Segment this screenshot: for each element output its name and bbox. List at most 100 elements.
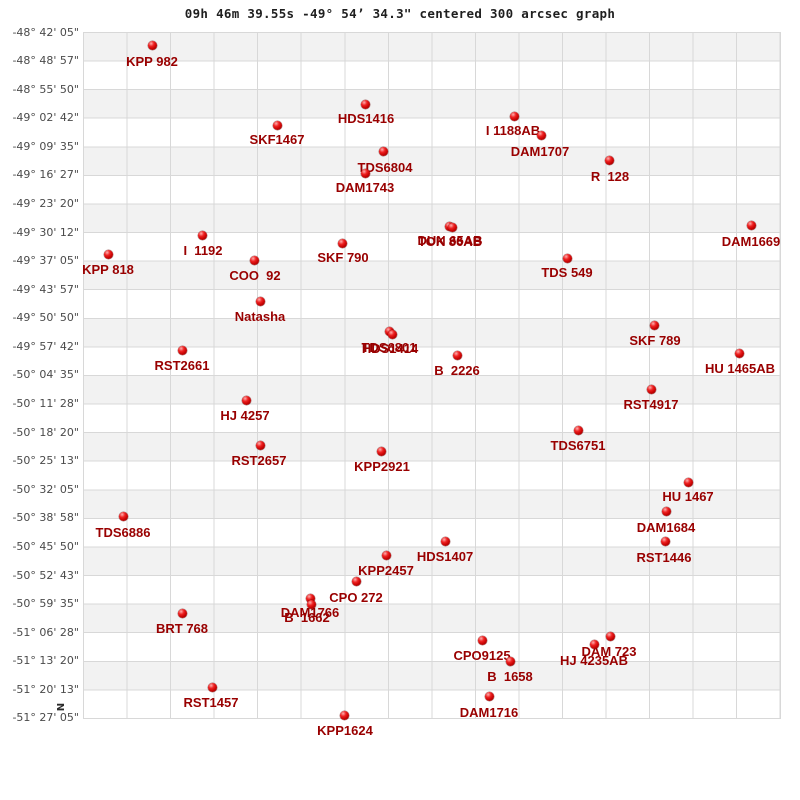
star-dot-cpo-272	[351, 576, 361, 586]
dec-tick-label: -50° 52' 43"	[12, 568, 79, 582]
star-dot-natasha	[255, 296, 265, 306]
star-dot-hds1414	[387, 329, 397, 339]
star-label: DAM 723	[581, 644, 637, 659]
dec-tick-label: -50° 32' 05"	[12, 482, 79, 496]
star-dot-r-128	[604, 155, 614, 165]
dec-tick-label: -48° 48' 57"	[12, 54, 79, 68]
star-dot-hds1407	[440, 536, 450, 546]
star-dot-tds6804	[378, 146, 388, 156]
star-label: KPP2457	[358, 563, 414, 578]
star-dot-dam1669	[746, 220, 756, 230]
dec-tick-label: -50° 59' 35"	[12, 597, 79, 611]
star-label: KPP2921	[354, 459, 410, 474]
star-dot-kpp1624	[339, 710, 349, 720]
star-label: SKF1467	[249, 132, 305, 147]
star-label: RST2661	[154, 358, 210, 373]
star-dot-tds-549	[562, 253, 572, 263]
dec-tick-label: -50° 25' 13"	[12, 454, 79, 468]
dec-tick-label: -49° 57' 42"	[12, 339, 79, 353]
star-label: RST1457	[183, 695, 239, 710]
star-dot-coo-92	[249, 255, 259, 265]
star-dot-tok-86ab	[447, 222, 457, 232]
chart-title: 09h 46m 39.55s -49° 54’ 34.3" centered 3…	[184, 6, 616, 21]
star-dot-dam1766	[305, 593, 315, 603]
star-dot-dam-723	[605, 631, 615, 641]
star-label: TDS 549	[541, 265, 593, 280]
star-dot-rst4917	[646, 384, 656, 394]
star-dot-kpp-982	[147, 40, 157, 50]
star-dot-skf-789	[649, 320, 659, 330]
star-label: CPO 272	[329, 590, 383, 605]
star-label: DAM1716	[459, 705, 519, 720]
star-label: KPP1624	[317, 723, 373, 738]
dec-tick-label: -49° 23' 20"	[12, 196, 79, 210]
star-label: DAM1684	[636, 520, 696, 535]
star-label: HDS1414	[361, 341, 419, 356]
star-label: HDS1416	[337, 111, 395, 126]
star-dot-cpo9125	[477, 635, 487, 645]
star-label: TDS6804	[357, 160, 413, 175]
star-label: HU 1465AB	[704, 361, 776, 376]
star-label: DAM1669	[721, 234, 781, 249]
star-label: RST2657	[231, 453, 287, 468]
star-label: KPP 818	[82, 262, 134, 277]
dec-tick-label: -49° 43' 57"	[12, 282, 79, 296]
star-dot-tds6886	[118, 511, 128, 521]
star-label: DAM1766	[280, 605, 340, 620]
star-label: TDS6801	[361, 340, 417, 355]
star-label: I 1192	[183, 243, 223, 258]
star-label: HJ 4235AB	[560, 653, 628, 668]
star-dot-rst2657	[255, 440, 265, 450]
star-label: SKF 789	[629, 333, 681, 348]
star-label: SKF 790	[317, 250, 369, 265]
dec-tick-label: -49° 50' 50"	[12, 311, 79, 325]
star-label: HDS1407	[416, 549, 474, 564]
plot-area	[83, 32, 781, 719]
star-dot-b-2226	[452, 350, 462, 360]
star-dot-hu-1467	[683, 477, 693, 487]
dec-tick-label: -50° 04' 35"	[12, 368, 79, 382]
dec-tick-label: -50° 45' 50"	[12, 539, 79, 553]
star-dot-rst2661	[177, 345, 187, 355]
star-label: HJ 4257	[220, 408, 270, 423]
star-label: I 1188AB	[485, 123, 541, 138]
star-dot-kpp2921	[376, 446, 386, 456]
star-label: TDS6751	[550, 438, 606, 453]
star-label: R 128	[590, 169, 630, 184]
star-label: CPO9125	[453, 648, 511, 663]
star-dot-b-1658	[505, 656, 515, 666]
star-label: RST1446	[636, 550, 692, 565]
dec-tick-label: -50° 11' 28"	[12, 397, 79, 411]
star-label: HU 1467	[662, 489, 714, 504]
dec-tick-label: -51° 13' 20"	[12, 654, 79, 668]
star-dot-i-1192	[197, 230, 207, 240]
star-label: TOK 86AB	[417, 234, 483, 249]
star-label: B 1658	[487, 669, 533, 684]
star-dot-hds1416	[360, 99, 370, 109]
star-dot-brt-768	[177, 608, 187, 618]
dec-tick-label: -49° 37' 05"	[12, 254, 79, 268]
dec-tick-label: -48° 42' 05"	[12, 25, 79, 39]
star-dot-dam1716	[484, 691, 494, 701]
star-dot-dam1707	[536, 130, 546, 140]
star-dot-kpp2457	[381, 550, 391, 560]
star-dot-b-1662	[306, 599, 316, 609]
star-dot-hj-4257	[241, 395, 251, 405]
star-dot-hj-4235ab	[589, 639, 599, 649]
dec-tick-label: -50° 18' 20"	[12, 425, 79, 439]
star-label: Natasha	[234, 309, 286, 324]
star-dot-kpp-818	[103, 249, 113, 259]
star-label: TDS6886	[95, 525, 151, 540]
star-label: DUN 65AB	[417, 233, 483, 248]
dec-tick-label: -49° 16' 27"	[12, 168, 79, 182]
star-label: RST4917	[623, 397, 679, 412]
star-dot-skf-790	[337, 238, 347, 248]
star-label: DAM1743	[335, 180, 395, 195]
star-dot-rst1457	[207, 682, 217, 692]
star-dot-dam1684	[661, 506, 671, 516]
dec-tick-label: -49° 30' 12"	[12, 225, 79, 239]
star-label: KPP 982	[126, 54, 178, 69]
star-dot-tds6751	[573, 425, 583, 435]
north-indicator-icon: N	[54, 702, 66, 712]
